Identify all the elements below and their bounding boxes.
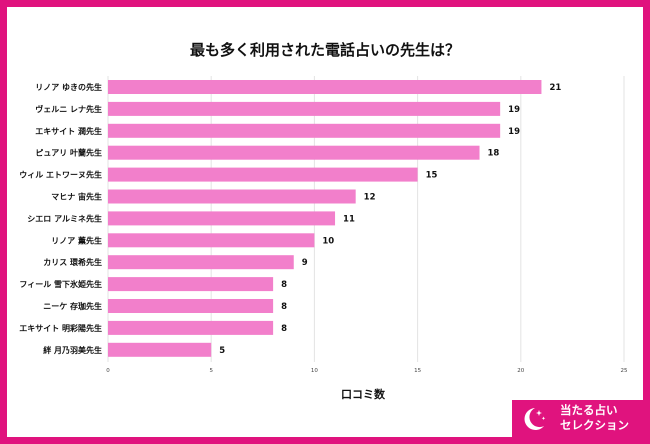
category-label: エキサイト 潤先生 — [35, 126, 102, 136]
category-label: マヒナ 宙先生 — [51, 192, 102, 202]
x-tick-label: 15 — [414, 368, 421, 374]
data-label: 18 — [488, 149, 500, 159]
bar — [108, 80, 542, 94]
bar — [108, 299, 274, 313]
brand-line-2: セレクション — [560, 418, 629, 432]
labels: 0 5 10 15 20 25 リノア ゆきの先生 21 ヴェルニ レナ先生 19 エキサイト 潤先… — [19, 82, 628, 374]
bar — [108, 189, 356, 204]
bar — [108, 145, 480, 160]
bar — [108, 342, 212, 357]
crescent-moon-stars-icon — [524, 408, 546, 430]
data-label: 15 — [426, 171, 438, 181]
bars — [108, 80, 542, 357]
brand-badge: 当たる占い セレクション — [512, 400, 643, 437]
data-label: 8 — [281, 302, 287, 312]
bar — [108, 320, 274, 335]
x-axis-label: 口コミ数 — [341, 388, 385, 401]
data-label: 11 — [343, 214, 355, 224]
bar — [108, 211, 336, 226]
data-label: 9 — [302, 258, 308, 268]
data-label: 10 — [322, 236, 334, 246]
x-tick-label: 5 — [209, 368, 213, 374]
chart-title: 最も多く利用された電話占いの先生は？ — [189, 41, 460, 59]
category-label: シエロ アルミネ先生 — [27, 213, 102, 223]
category-label: フィール 雪下氷姫先生 — [19, 279, 102, 289]
data-label: 19 — [508, 127, 520, 137]
category-label: ヴェルニ レナ先生 — [35, 104, 102, 114]
data-label: 21 — [549, 83, 561, 93]
category-label: ピュアリ 叶蘭先生 — [35, 148, 102, 158]
category-label: エキサイト 明彩陽先生 — [19, 323, 102, 333]
category-label: ニーケ 存珈先生 — [43, 301, 102, 311]
data-label: 5 — [219, 346, 225, 356]
brand-line-1: 当たる占い — [560, 403, 618, 417]
bar — [108, 233, 315, 248]
bar — [108, 101, 501, 116]
category-label: リノア 薫先生 — [51, 235, 102, 245]
data-label: 8 — [281, 280, 287, 290]
bar — [108, 255, 294, 270]
x-tick-label: 25 — [621, 368, 628, 374]
category-label: ウィル エトワーヌ先生 — [19, 170, 102, 180]
data-label: 12 — [364, 193, 376, 203]
bar — [108, 123, 501, 138]
data-label: 8 — [281, 324, 287, 334]
data-label: 19 — [508, 105, 520, 115]
x-tick-label: 20 — [517, 368, 524, 374]
x-tick-label: 10 — [311, 368, 318, 374]
category-label: カリス 環希先生 — [43, 257, 102, 267]
bar — [108, 167, 418, 182]
category-label: 絆 月乃羽美先生 — [43, 345, 102, 355]
brand-name: 当たる占い セレクション — [560, 403, 629, 433]
category-label: リノア ゆきの先生 — [35, 82, 102, 92]
bar — [108, 277, 274, 292]
x-tick-label: 0 — [106, 368, 110, 374]
